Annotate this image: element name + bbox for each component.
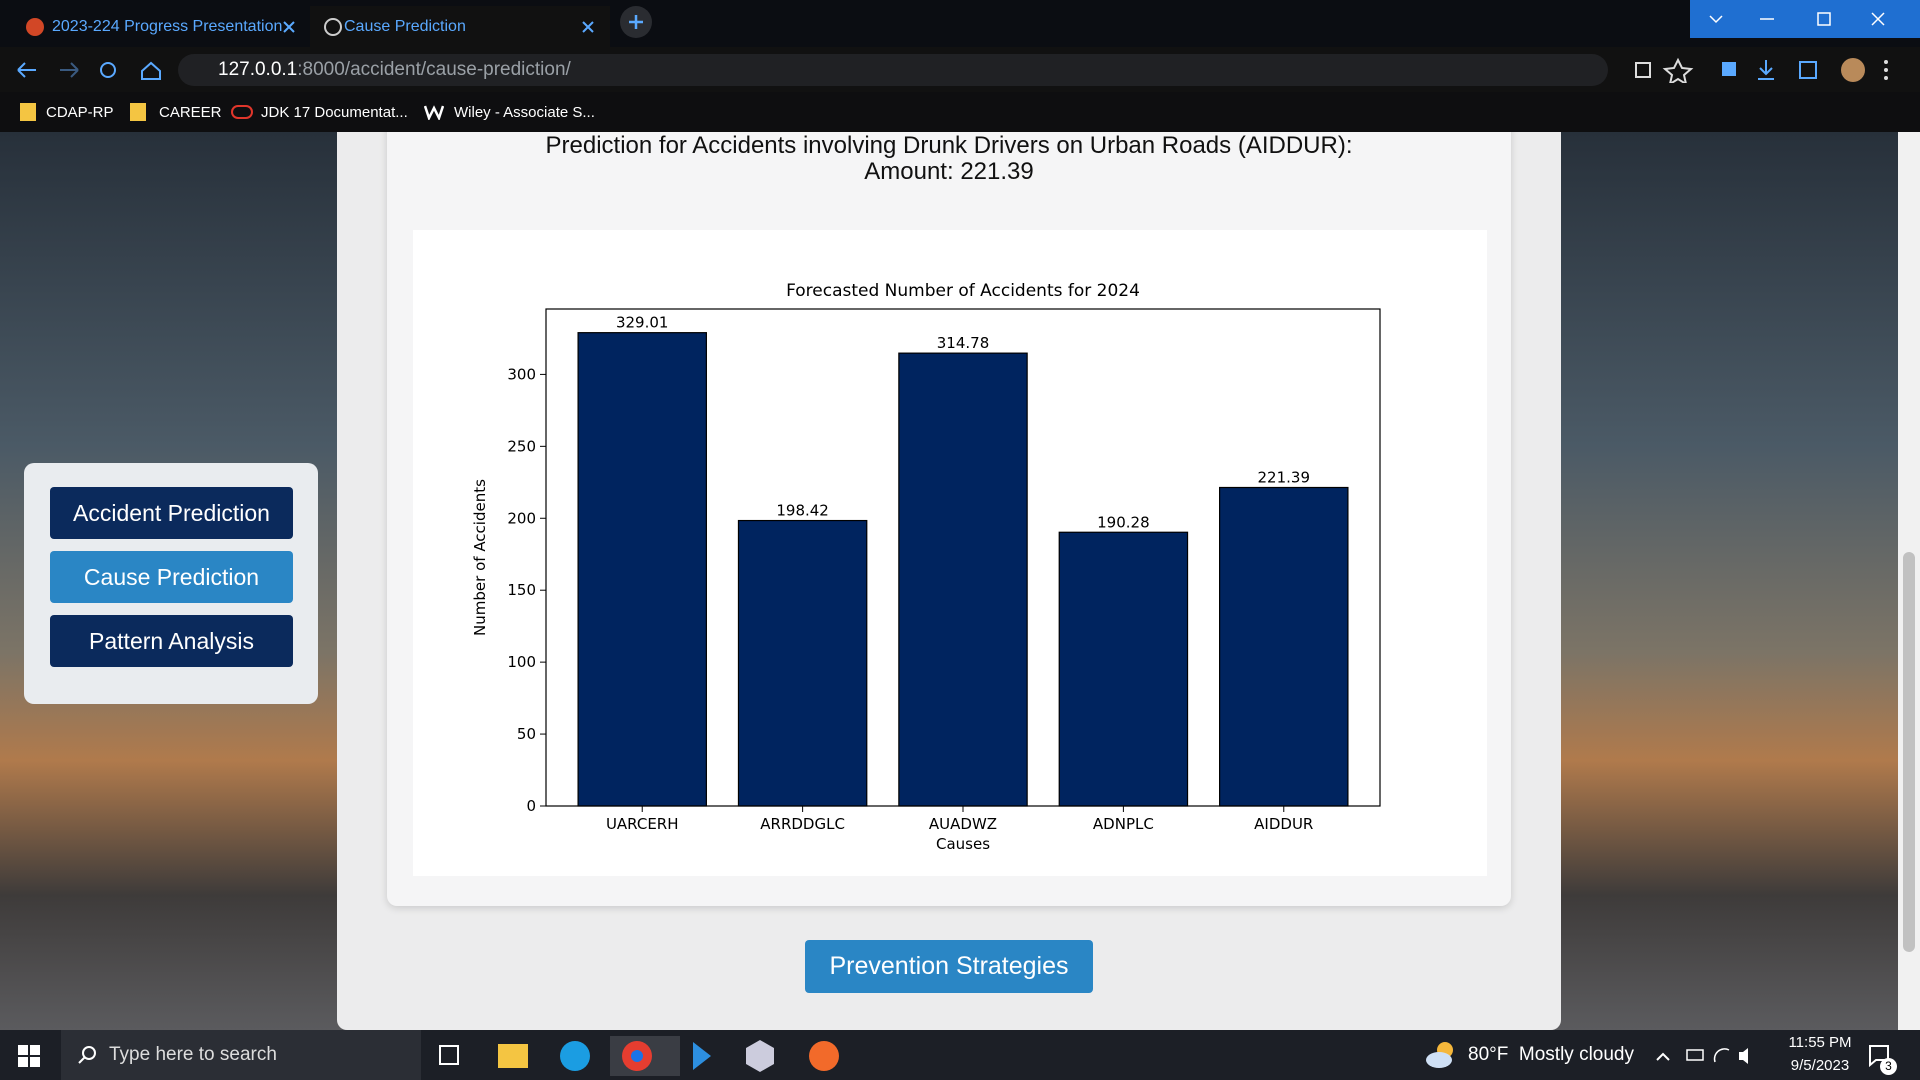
chart-title: Forecasted Number of Accidents for 2024 (786, 281, 1140, 301)
tab[interactable]: 2023-224 Progress Presentation (0, 6, 300, 47)
search-placeholder: Type here to search (109, 1044, 277, 1065)
nav-button[interactable]: Cause Prediction (50, 551, 293, 603)
value-label: 198.42 (776, 502, 829, 520)
search-icon (78, 1046, 96, 1064)
bar (737, 519, 868, 807)
scroll-thumb[interactable] (1903, 552, 1915, 952)
plot-frame (545, 308, 1381, 807)
taskbar: Type here to search 80°F Mostly cloudy 1… (0, 1030, 1920, 1080)
value-label: 329.01 (616, 314, 669, 332)
x-axis-label: Causes (936, 835, 990, 853)
url-field[interactable]: 127.0.0.1:8000/accident/cause-prediction… (178, 54, 1608, 86)
bar (898, 352, 1028, 807)
pinned-apps[interactable] (430, 1036, 850, 1076)
x-tick-label: UARCERH (606, 815, 679, 833)
weather-icon (1426, 1042, 1453, 1068)
url-host: 127.0.0.1 (218, 59, 298, 80)
oracle-icon (231, 105, 253, 119)
sidebar: Accident Prediction Cause Prediction Pat… (24, 463, 318, 704)
tab-close[interactable] (283, 21, 295, 33)
x-tick-label: ARRDDGLC (760, 815, 845, 833)
bookmark-label: Wiley - Associate S... (454, 103, 595, 121)
y-tick-label: 200 (507, 509, 536, 527)
nav-button[interactable]: Pattern Analysis (50, 615, 293, 667)
y-tick-label: 150 (507, 581, 536, 599)
bookmark[interactable]: JDK 17 Documentat... (231, 92, 408, 132)
bar (1058, 531, 1189, 807)
bookmark-label: CDAP-RP (46, 103, 114, 121)
scrollbar[interactable] (1898, 132, 1920, 1030)
globe-icon (324, 18, 342, 36)
start-button[interactable] (18, 1045, 40, 1067)
bookmark-label: JDK 17 Documentat... (261, 103, 408, 121)
prevention-button[interactable]: Prevention Strategies (805, 940, 1093, 993)
y-tick-label: 250 (507, 437, 536, 455)
bookmarks-bar: CDAP-RP CAREER JDK 17 Documentat... Wile… (0, 92, 1920, 132)
window-controls[interactable] (1690, 0, 1920, 38)
value-label: 221.39 (1258, 468, 1311, 486)
y-tick-label: 300 (507, 365, 536, 383)
bar (1219, 486, 1349, 807)
folder-icon (130, 103, 146, 121)
folder-icon (20, 103, 36, 121)
notification-count: 3 (1880, 1058, 1897, 1075)
value-label: 190.28 (1097, 513, 1150, 531)
new-tab[interactable] (619, 5, 653, 39)
clock[interactable]: 11:55 PM 9/5/2023 (1770, 1034, 1870, 1074)
tab-title: 2023-224 Progress Presentation (52, 17, 283, 35)
bar (577, 332, 707, 807)
tray-icons[interactable] (1655, 1046, 1755, 1066)
toolbar-icons[interactable] (1628, 57, 1898, 83)
x-tick-label: AUADWZ (929, 815, 997, 833)
tab-bar: 2023-224 Progress Presentation Cause Pre… (0, 0, 1920, 47)
value-label: 314.78 (937, 334, 990, 352)
url-path: :8000/accident/cause-prediction/ (297, 59, 571, 80)
result-heading: Prediction for Accidents involving Drunk… (545, 132, 1353, 159)
date: 9/5/2023 (1790, 1057, 1850, 1074)
wiley-icon (424, 105, 444, 120)
tab[interactable]: Cause Prediction (310, 6, 610, 47)
web-content: Prediction for Accidents involving Drunk… (0, 132, 1898, 1030)
x-tick-label: AIDDUR (1254, 815, 1313, 833)
chart: Forecasted Number of Accidents for 2024 N… (413, 230, 1487, 876)
result-amount: Amount: 221.39 (864, 158, 1034, 185)
y-tick-label: 50 (517, 725, 536, 743)
address-bar: 127.0.0.1:8000/accident/cause-prediction… (0, 47, 1920, 92)
weather[interactable]: 80°F Mostly cloudy (1468, 1044, 1634, 1065)
bookmark[interactable]: CAREER (130, 92, 222, 132)
bookmark-label: CAREER (159, 103, 222, 121)
y-tick-label: 0 (526, 797, 536, 815)
tab-title: Cause Prediction (344, 17, 466, 35)
x-tick-label: ADNPLC (1093, 815, 1154, 833)
ppt-icon (26, 18, 44, 36)
time: 11:55 PM (1788, 1034, 1852, 1051)
nav-buttons[interactable] (14, 57, 164, 83)
y-tick-label: 100 (507, 653, 536, 671)
nav-button[interactable]: Accident Prediction (50, 487, 293, 539)
bookmark[interactable]: Wiley - Associate S... (424, 92, 595, 132)
y-axis-label: Number of Accidents (471, 479, 489, 636)
bookmark[interactable]: CDAP-RP (20, 92, 114, 132)
tab-close[interactable] (582, 21, 594, 33)
search-box[interactable]: Type here to search (61, 1030, 421, 1080)
